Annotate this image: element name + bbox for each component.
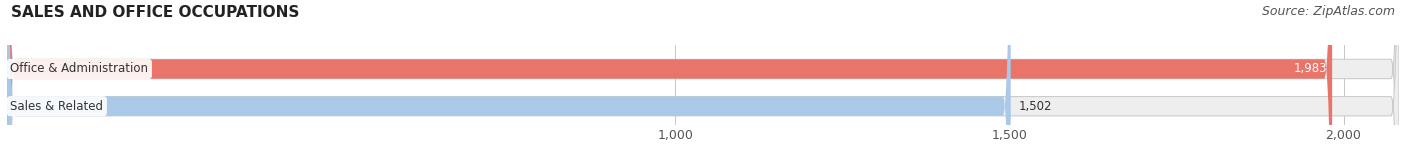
- Text: Source: ZipAtlas.com: Source: ZipAtlas.com: [1261, 5, 1395, 18]
- FancyBboxPatch shape: [7, 0, 1399, 160]
- Text: 1,502: 1,502: [1019, 100, 1052, 113]
- Text: Sales & Related: Sales & Related: [10, 100, 104, 113]
- FancyBboxPatch shape: [7, 0, 1399, 160]
- FancyBboxPatch shape: [7, 0, 1331, 160]
- Text: SALES AND OFFICE OCCUPATIONS: SALES AND OFFICE OCCUPATIONS: [11, 5, 299, 20]
- Text: 1,983: 1,983: [1294, 63, 1327, 76]
- Text: Office & Administration: Office & Administration: [10, 63, 149, 76]
- FancyBboxPatch shape: [7, 0, 1011, 160]
